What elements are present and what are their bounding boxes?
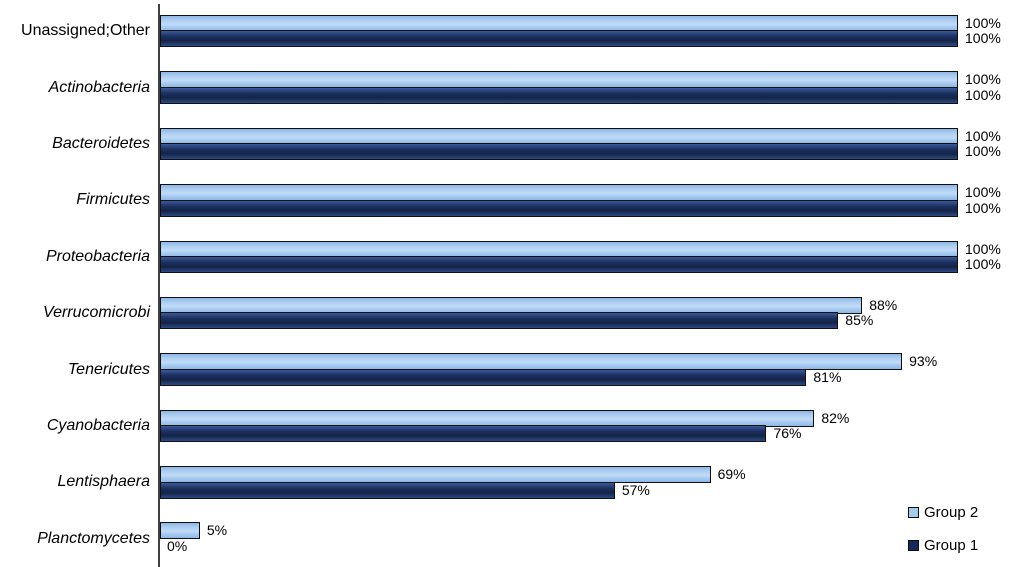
bar-line-group2: 88%: [160, 296, 898, 314]
bar-line-group1: 81%: [160, 368, 937, 386]
bar-line-group2: 100%: [160, 184, 1001, 202]
category-label: Bacteroidetes: [52, 134, 150, 152]
bar-group1: [160, 199, 958, 217]
bar-group1: [160, 425, 767, 443]
value-label-group1: 100%: [965, 86, 1001, 103]
bar-group1: [160, 86, 958, 104]
bar-pair: 5% 0%: [160, 522, 227, 555]
value-label-group2: 93%: [909, 353, 938, 370]
legend-swatch-icon: [908, 540, 919, 551]
bar-pair: 100% 100%: [160, 240, 1001, 273]
value-label-group2: 100%: [965, 240, 1001, 257]
legend-label: Group 1: [924, 537, 979, 554]
bar-group2: [160, 296, 863, 314]
value-label-group1: 81%: [813, 368, 842, 385]
bar-line-group1: 100%: [160, 30, 1001, 48]
bar-group1: [160, 143, 958, 161]
category-label: Tenericutes: [67, 360, 150, 378]
bar-pair: 93% 81%: [160, 353, 937, 386]
bar-group2: [160, 409, 815, 427]
bar-line-group2: 82%: [160, 409, 850, 427]
bar-group2: [160, 14, 958, 32]
value-label-group2: 82%: [821, 409, 850, 426]
category-label: Planctomycetes: [37, 529, 150, 547]
bar-group2: [160, 466, 711, 484]
bar-group1: [160, 312, 839, 330]
bar-line-group1: 100%: [160, 143, 1001, 161]
category-row: Cyanobacteria 82% 76%: [0, 398, 1009, 454]
value-label-group2: 100%: [965, 184, 1001, 201]
bar-line-group1: 100%: [160, 199, 1001, 217]
category-row: Planctomycetes 5% 0%: [0, 511, 1009, 567]
value-label-group2: 100%: [965, 14, 1001, 31]
value-label-group1: 100%: [965, 143, 1001, 160]
bar-group1: [160, 368, 807, 386]
category-row: Firmicutes 100% 100%: [0, 172, 1009, 228]
bar-line-group1: 57%: [160, 481, 746, 499]
bar-pair: 88% 85%: [160, 296, 898, 330]
bar-pair: 100% 100%: [160, 127, 1001, 161]
bar-group2: [160, 184, 958, 202]
value-label-group1: 76%: [773, 425, 802, 442]
bar-line-group2: 100%: [160, 240, 1001, 258]
bar-pair: 100% 100%: [160, 184, 1001, 217]
category-row: Bacteroidetes 100% 100%: [0, 116, 1009, 172]
bar-group2: [160, 71, 958, 89]
bar-pair: 100% 100%: [160, 14, 1001, 48]
value-label-group1: 85%: [845, 312, 874, 329]
bar-group2: [160, 240, 958, 258]
value-label-group1: 0%: [167, 537, 188, 554]
chart-rows: Unassigned;Other 100% 100% Actinobacteri…: [0, 3, 1009, 567]
bar-group2: [160, 522, 200, 540]
bar-line-group2: 100%: [160, 127, 1001, 145]
bar-line-group2: 100%: [160, 14, 1001, 32]
bar-line-group2: 100%: [160, 71, 1001, 89]
legend-label: Group 2: [924, 504, 979, 521]
category-label: Actinobacteria: [48, 78, 150, 96]
category-row: Tenericutes 93% 81%: [0, 341, 1009, 397]
category-label: Verrucomicrobi: [43, 304, 150, 322]
value-label-group1: 100%: [965, 30, 1001, 47]
category-label: Cyanobacteria: [46, 416, 150, 434]
value-label-group2: 88%: [869, 296, 898, 313]
value-label-group2: 100%: [965, 71, 1001, 88]
bar-pair: 82% 76%: [160, 409, 850, 443]
legend-item: Group 1: [908, 537, 978, 554]
value-label-group1: 57%: [621, 481, 650, 498]
bar-group2: [160, 353, 903, 371]
bar-line-group1: 0%: [160, 538, 227, 555]
bar-group1: [160, 30, 958, 48]
bar-line-group2: 5%: [160, 522, 228, 540]
legend-swatch-icon: [908, 507, 919, 518]
bar-group1: [160, 481, 615, 499]
value-label-group2: 100%: [965, 127, 1001, 144]
bar-line-group2: 69%: [160, 466, 746, 484]
category-row: Proteobacteria 100% 100%: [0, 229, 1009, 285]
category-row: Lentisphaera 69% 57%: [0, 454, 1009, 510]
value-label-group1: 100%: [965, 199, 1001, 216]
category-label: Unassigned;Other: [21, 22, 150, 40]
legend: Group 2 Group 1: [908, 504, 978, 554]
category-label: Firmicutes: [76, 191, 150, 209]
bar-group1: [160, 256, 958, 273]
value-label-group2: 5%: [206, 522, 228, 539]
category-row: Verrucomicrobi 88% 85%: [0, 285, 1009, 341]
bar-pair: 100% 100%: [160, 71, 1001, 104]
legend-item: Group 2: [908, 504, 978, 521]
value-label-group1: 100%: [965, 256, 1001, 272]
y-axis-line: [158, 4, 160, 567]
category-row: Unassigned;Other 100% 100%: [0, 3, 1009, 59]
bar-line-group1: 76%: [160, 425, 849, 443]
category-row: Actinobacteria 100% 100%: [0, 59, 1009, 115]
bar-group2: [160, 127, 958, 145]
value-label-group2: 69%: [717, 466, 746, 483]
bar-line-group1: 100%: [160, 86, 1001, 104]
category-label: Proteobacteria: [45, 247, 150, 265]
bar-line-group2: 93%: [160, 353, 938, 371]
bar-line-group1: 100%: [160, 256, 1001, 273]
bar-pair: 69% 57%: [160, 466, 746, 499]
bar-line-group1: 85%: [160, 312, 897, 330]
category-label: Lentisphaera: [57, 473, 150, 491]
